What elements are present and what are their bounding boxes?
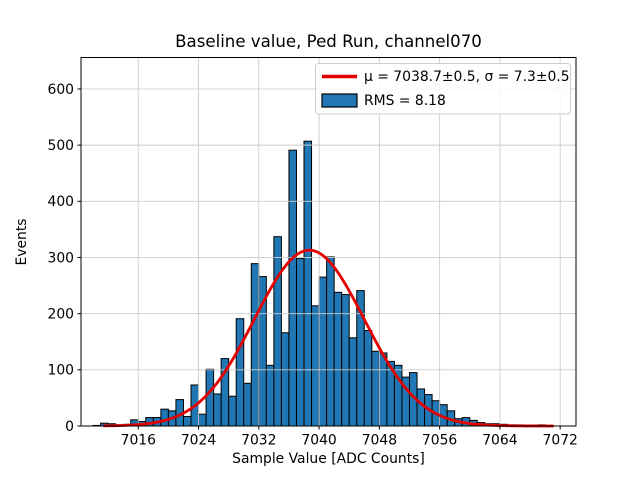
legend-box [315,63,571,115]
y-tick-label: 100 [47,363,74,379]
histogram-bar [160,408,169,427]
histogram-bar [295,258,305,427]
x-tick-label: 7048 [362,433,397,449]
x-tick-label: 7016 [121,433,156,449]
histogram-bar [333,291,343,427]
histogram-bar [205,368,215,427]
y-tick-label: 300 [47,250,74,266]
histogram-bar [303,140,313,427]
axis-ticks [77,88,561,430]
chart-title: Baseline value, Ped Run, channel070 [175,32,482,51]
histogram-bar [348,337,358,427]
histogram-bar [235,318,245,427]
histogram-bar [378,352,388,427]
legend-label-rms: RMS = 8.18 [364,93,446,109]
histogram-bar [228,395,237,427]
histogram-bar [416,388,426,427]
x-tick-label: 7072 [543,433,578,449]
x-tick-label: 7064 [482,433,518,449]
histogram-bar [265,364,275,427]
legend: μ = 7038.7±0.5, σ = 7.3±0.5 RMS = 8.18 [315,63,571,115]
x-tick-label: 7040 [301,433,336,449]
axis-tick-labels: 7016 7024 7032 7040 7048 7056 7064 7072 0 100 200 3… [47,82,577,449]
histogram-bar [213,393,222,427]
histogram-bar [318,276,328,427]
y-axis-label: Events [14,218,30,265]
y-tick-label: 400 [47,194,74,210]
histogram-bar [273,236,282,427]
x-tick-label: 7032 [241,433,276,449]
legend-label-fit: μ = 7038.7±0.5, σ = 7.3±0.5 [364,69,570,85]
x-axis-label: Sample Value [ADC Counts] [232,451,425,467]
histogram-bar [182,415,192,427]
histogram-bar [371,350,380,427]
plot-border [80,57,577,427]
histogram-bar [243,382,252,427]
histogram-bar [326,256,335,427]
x-tick-label: 7056 [422,433,457,449]
gaussian-fit-curve [102,248,555,428]
histogram-bar [198,413,207,427]
histogram-bar [288,149,297,427]
y-tick-label: 0 [65,419,74,435]
y-tick-label: 600 [47,82,74,98]
y-tick-label: 200 [47,307,74,323]
histogram-bar [341,294,350,427]
histogram-bars [92,140,554,427]
histogram-bar [363,330,373,427]
histogram-bar [280,332,290,427]
histogram-bar [250,263,260,427]
grid-lines [81,57,576,426]
legend-patch-sample [321,93,358,108]
x-tick-label: 7024 [181,433,217,449]
histogram-bar [311,305,320,427]
y-tick-label: 500 [47,138,74,154]
